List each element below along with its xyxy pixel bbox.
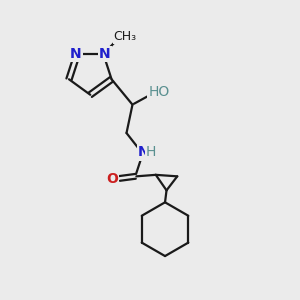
Text: HO: HO: [148, 85, 169, 99]
Text: CH₃: CH₃: [114, 29, 137, 43]
Text: H: H: [146, 145, 157, 159]
Text: N: N: [70, 47, 81, 61]
Text: N: N: [99, 47, 111, 61]
Text: O: O: [106, 172, 118, 186]
Text: N: N: [138, 146, 149, 159]
